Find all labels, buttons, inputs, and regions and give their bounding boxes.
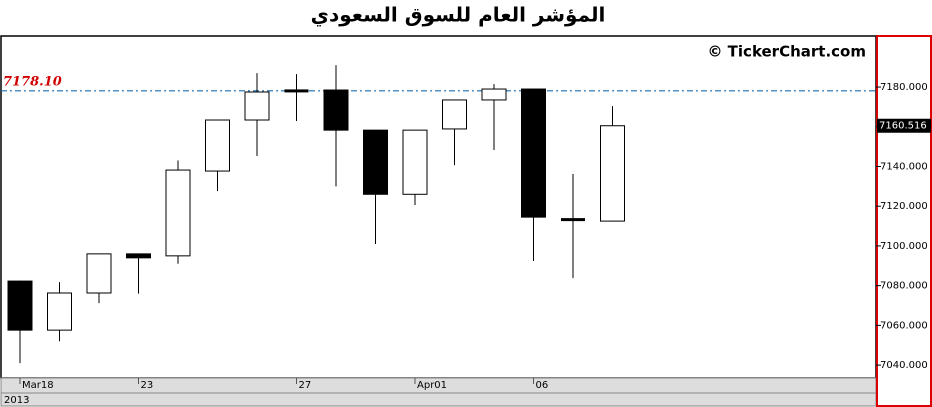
candle-body xyxy=(47,292,72,331)
last-price-box xyxy=(877,118,931,133)
year-label: 2013 xyxy=(4,395,29,406)
candle-body xyxy=(165,169,191,257)
y-tick-label: 7120.000 xyxy=(880,201,928,212)
plot-area xyxy=(0,35,877,379)
y-tick-label: 7140.000 xyxy=(880,161,928,172)
y-tick-label: 7080.000 xyxy=(880,281,928,292)
y-tick-label: 7180.000 xyxy=(880,82,928,93)
candle-body xyxy=(521,88,546,218)
candle-body xyxy=(442,99,467,130)
y-tick-label: 7100.000 xyxy=(880,241,928,252)
x-tick-label: 27 xyxy=(299,380,312,391)
x-tick-label: 23 xyxy=(141,380,154,391)
x-tick-label: 06 xyxy=(536,380,549,391)
candle-body xyxy=(126,253,151,259)
candle-body xyxy=(561,218,585,222)
candle-body xyxy=(7,280,33,331)
candle-body xyxy=(284,89,309,93)
x-tick-label: Apr01 xyxy=(417,380,447,391)
candle-body xyxy=(600,125,625,222)
price-axis-panel xyxy=(876,35,932,407)
candle-body xyxy=(86,253,112,294)
y-tick-label: 7040.000 xyxy=(880,360,928,371)
last-price-label: 7160.516 xyxy=(879,121,927,132)
candle-body xyxy=(323,89,349,131)
reference-label: 7178.10 xyxy=(3,74,62,89)
candle-body xyxy=(481,88,507,101)
chart-title: المؤشر العام للسوق السعودي xyxy=(311,3,606,28)
y-tick-label: 7060.000 xyxy=(880,320,928,331)
candle-body xyxy=(244,91,270,121)
year-strip xyxy=(0,392,877,407)
candle-body xyxy=(402,129,428,195)
watermark: © TickerChart.com xyxy=(707,43,866,61)
candle-body xyxy=(205,119,230,172)
candle-body xyxy=(363,129,388,195)
x-tick-label: Mar18 xyxy=(22,380,54,391)
